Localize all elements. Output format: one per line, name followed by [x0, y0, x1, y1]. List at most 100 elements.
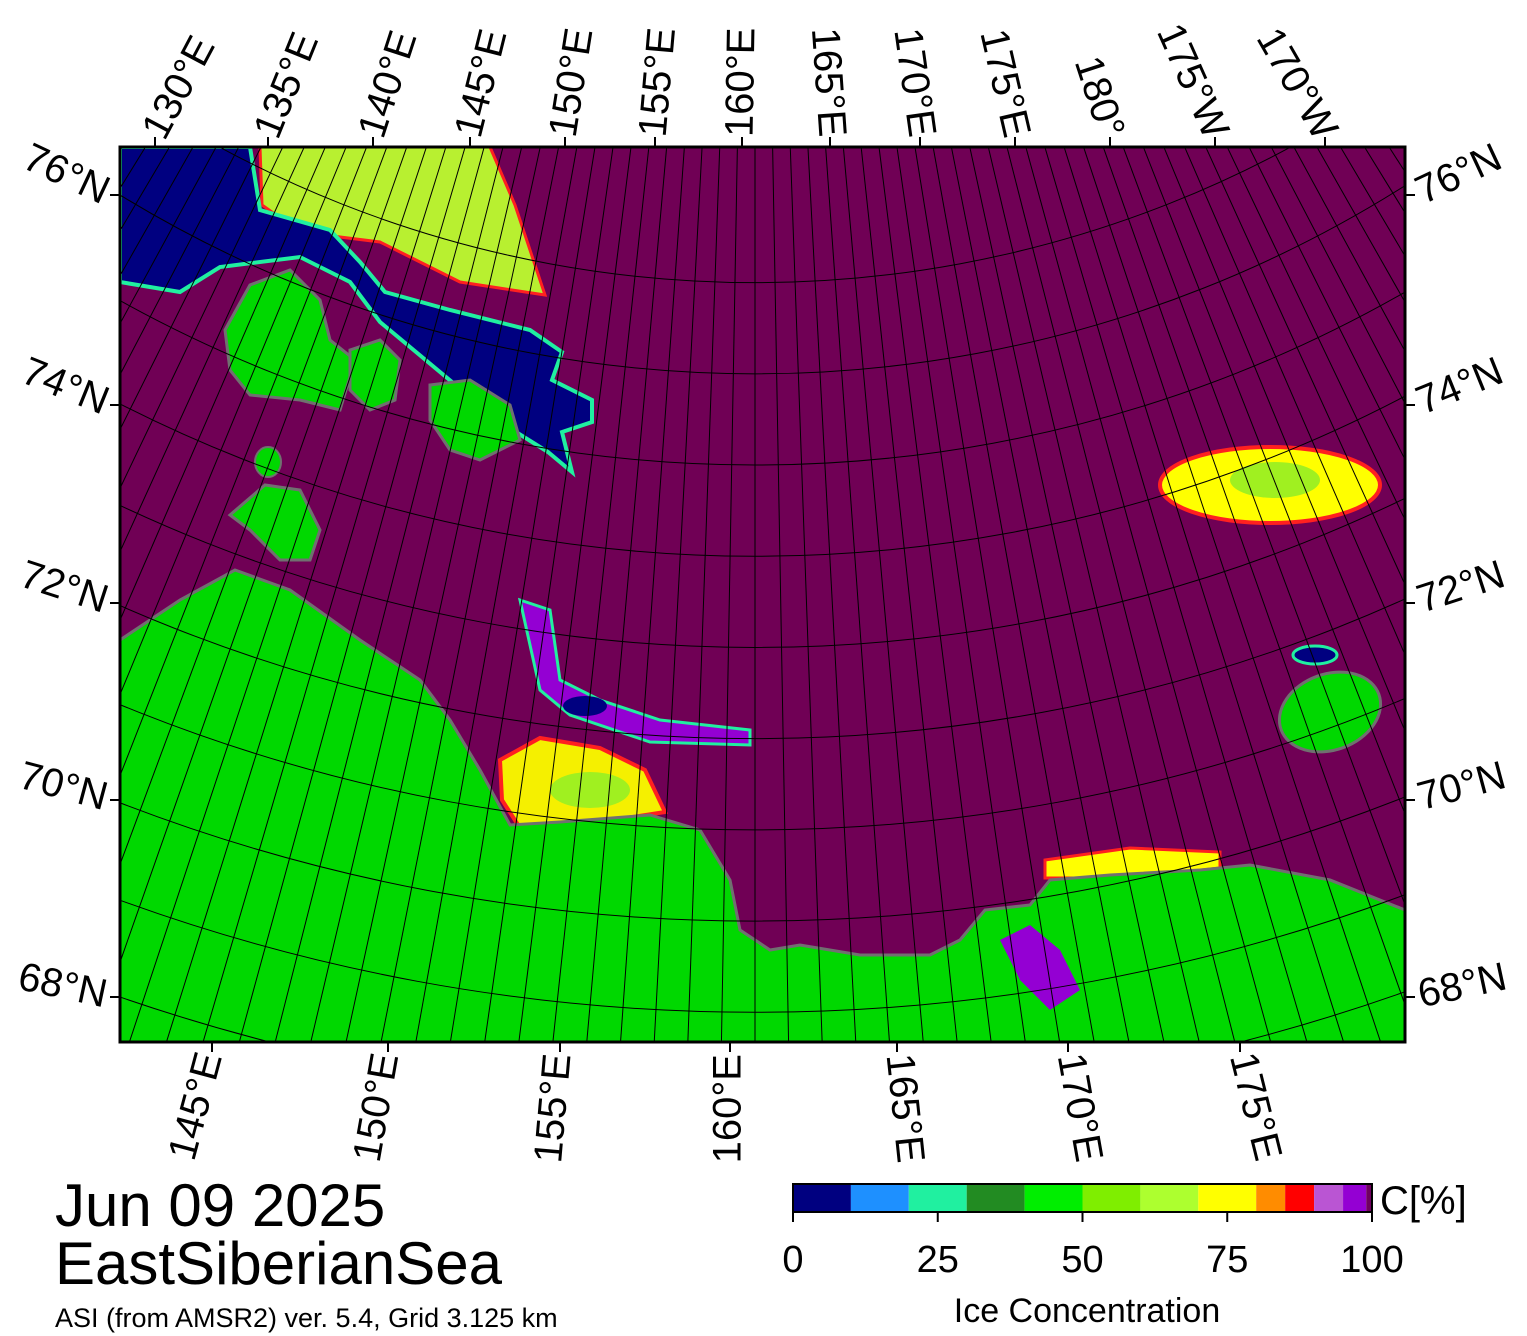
- top-label: 140°E: [350, 25, 426, 143]
- top-label: 130°E: [133, 29, 223, 146]
- island: [1277, 670, 1383, 754]
- meridian: [1163, 147, 1405, 733]
- top-label: 135°E: [245, 26, 327, 144]
- meridian: [878, 147, 992, 1042]
- top-label: 155°E: [631, 26, 684, 139]
- meridian: [120, 147, 326, 622]
- meridian: [120, 147, 284, 490]
- colorbar-title: Ice Concentration: [954, 1292, 1221, 1330]
- colorbar-segment: [1024, 1184, 1083, 1212]
- colorbar-segment: [1198, 1184, 1257, 1212]
- open-water: [1291, 644, 1339, 666]
- right-label: 74°N: [1410, 349, 1509, 423]
- meridian: [128, 147, 427, 1042]
- meridian: [552, 147, 650, 1042]
- meridian: [1226, 147, 1405, 521]
- bay: [1000, 925, 1080, 1010]
- open-water: [563, 696, 607, 716]
- parallel: [218, 147, 1292, 283]
- meridian: [274, 147, 504, 1042]
- colorbar-segment: [1366, 1184, 1372, 1212]
- colorbar-tick-label: 25: [917, 1239, 959, 1281]
- left-label: 74°N: [16, 349, 115, 423]
- parallel: [120, 291, 1405, 466]
- meridian: [653, 147, 703, 1042]
- meridian: [518, 147, 632, 1042]
- colorbar-segment: [850, 1184, 909, 1212]
- meridian: [620, 147, 685, 1042]
- meridian: [1044, 147, 1308, 1042]
- meridian: [345, 147, 541, 1042]
- meridian: [1102, 147, 1405, 1007]
- top-label: 175°W: [1148, 17, 1237, 145]
- colorbar-segment: [1082, 1184, 1141, 1212]
- colorbar-segment: [908, 1184, 967, 1212]
- meridian: [1122, 147, 1405, 907]
- meridian: [914, 147, 1061, 1042]
- colorbar-segment: [1314, 1184, 1344, 1212]
- parallel: [120, 497, 1405, 648]
- bottom-label: 175°E: [1221, 1048, 1290, 1165]
- colorbar-unit: C[%]: [1380, 1179, 1467, 1223]
- meridian: [1083, 147, 1382, 1042]
- parallel: [120, 185, 1405, 374]
- top-label: 160°E: [718, 27, 764, 137]
- region: EastSiberianSea: [55, 1230, 503, 1297]
- bottom-label: 160°E: [706, 1054, 750, 1163]
- bottom-label: 150°E: [345, 1050, 407, 1165]
- meridian: [720, 147, 738, 1042]
- colorbar-tick-label: 75: [1206, 1239, 1248, 1281]
- colorbar-segment: [1256, 1184, 1286, 1212]
- parallel: [120, 395, 1405, 557]
- top-label: 170°E: [885, 25, 944, 139]
- meridian: [860, 147, 958, 1042]
- left-label: 72°N: [15, 552, 114, 621]
- meridian: [449, 147, 596, 1042]
- meridian: [1205, 147, 1405, 586]
- meridian: [950, 147, 1130, 1042]
- top-label: 150°E: [541, 25, 602, 140]
- right-label: 68°N: [1414, 955, 1511, 1017]
- top-label: 175°E: [971, 25, 1038, 142]
- meridian: [120, 147, 368, 778]
- bottom-label: 165°E: [878, 1051, 933, 1164]
- colorbar-segment: [793, 1184, 851, 1212]
- meridian: [165, 147, 447, 1042]
- meridian: [120, 147, 347, 696]
- meridian: [586, 147, 668, 1042]
- ice-area: [550, 772, 630, 808]
- meridian: [842, 147, 924, 1042]
- land: [120, 568, 1405, 1042]
- left-label: 68°N: [15, 955, 112, 1017]
- bottom-label: 155°E: [526, 1052, 579, 1165]
- meridian: [415, 147, 578, 1042]
- colorbar-segment: [1140, 1184, 1199, 1212]
- colorbar-segment: [966, 1184, 1025, 1212]
- meridian: [1142, 147, 1405, 816]
- meridian: [807, 147, 857, 1042]
- island: [254, 446, 282, 478]
- date: Jun 09 2025: [55, 1172, 385, 1239]
- colorbar-tick-label: 100: [1340, 1239, 1403, 1281]
- colorbar-tick-label: 50: [1061, 1239, 1103, 1281]
- colorbar-tick-label: 0: [782, 1239, 803, 1281]
- bottom-label: 145°E: [160, 1048, 231, 1165]
- meridian: [120, 147, 388, 866]
- right-label: 72°N: [1411, 552, 1510, 621]
- meridian: [310, 147, 523, 1042]
- meridian: [380, 147, 560, 1042]
- colorbar-segment: [1343, 1184, 1367, 1212]
- top-label: 145°E: [446, 25, 515, 142]
- meridian: [484, 147, 614, 1042]
- meridian: [1025, 147, 1272, 1042]
- meridian: [932, 147, 1095, 1042]
- source: ASI (from AMSR2) ver. 5.4, Grid 3.125 km: [55, 1303, 558, 1333]
- parallel: [120, 598, 1405, 739]
- top-label: 180°: [1066, 51, 1133, 143]
- meridian: [238, 147, 485, 1042]
- colorbar: C[%] Ice Concentration 0 25 50 75 100: [782, 1179, 1466, 1330]
- top-label: 165°E: [803, 26, 855, 138]
- bottom-label: 170°E: [1049, 1050, 1111, 1165]
